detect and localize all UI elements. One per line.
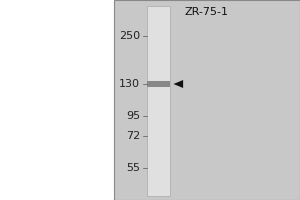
- Polygon shape: [173, 80, 183, 88]
- Text: 130: 130: [119, 79, 140, 89]
- Text: 72: 72: [126, 131, 140, 141]
- Bar: [148, 81, 170, 87]
- Text: 95: 95: [126, 111, 140, 121]
- Text: 55: 55: [126, 163, 140, 173]
- Text: ZR-75-1: ZR-75-1: [185, 7, 229, 17]
- Bar: [148, 6, 170, 196]
- Bar: [114, 0, 300, 200]
- Text: 250: 250: [119, 31, 140, 41]
